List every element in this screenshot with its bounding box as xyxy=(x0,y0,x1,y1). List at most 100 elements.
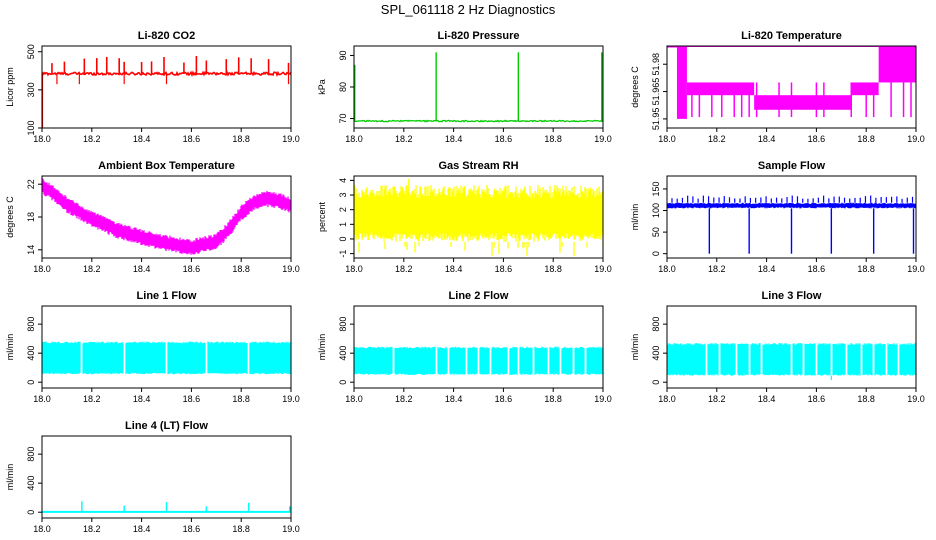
x-tick-label: 18.4 xyxy=(758,264,776,274)
plot-frame xyxy=(353,45,604,129)
x-tick-label: 18.6 xyxy=(183,134,201,144)
chart-li-820-temperature: Li-820 Temperature degrees C 18.0 18.2 18.4 1… xyxy=(630,30,925,144)
y-tick-label: 100 xyxy=(26,120,36,135)
x-tick-label: 18.8 xyxy=(857,134,875,144)
chart-li-820-co2: Li-820 CO2 Licor ppm 18.0 18.2 18.4 18.6 18.8 1… xyxy=(5,30,300,144)
y-tick-label: 22 xyxy=(26,179,36,189)
y-tick-label: 800 xyxy=(26,447,36,462)
x-tick-label: 18.8 xyxy=(232,264,250,274)
chart-title: Li-820 Pressure xyxy=(438,30,520,42)
x-tick-label: 18.4 xyxy=(445,394,463,404)
y-axis-label: ml/min xyxy=(5,334,15,361)
y-tick-label: 0 xyxy=(26,510,36,515)
data-layer xyxy=(42,341,291,375)
series-sample-flow xyxy=(667,202,916,209)
series-co2 xyxy=(42,70,291,78)
y-tick-label: 400 xyxy=(651,346,661,361)
series-ambient xyxy=(42,178,291,255)
x-tick-label: 19.0 xyxy=(907,134,925,144)
x-tick-label: 18.4 xyxy=(133,524,151,534)
x-tick-label: 18.4 xyxy=(445,134,463,144)
x-tick-label: 18.2 xyxy=(395,264,413,274)
x-tick-label: 18.6 xyxy=(183,394,201,404)
chart-sample-flow: Sample Flow ml/min 18.0 18.2 18.4 18.6 18.8 19.… xyxy=(630,160,925,274)
x-tick-label: 18.8 xyxy=(232,394,250,404)
x-tick-label: 18.8 xyxy=(544,134,562,144)
x-tick-label: 18.6 xyxy=(495,264,513,274)
x-tick-label: 18.2 xyxy=(83,134,101,144)
series-pressure xyxy=(354,119,603,123)
chart-title: Line 1 Flow xyxy=(137,290,197,302)
y-tick-label: 51.98 xyxy=(651,53,661,76)
y-axis-label: degrees C xyxy=(5,196,15,238)
x-tick-label: 18.2 xyxy=(395,394,413,404)
x-tick-label: 18.2 xyxy=(708,394,726,404)
y-tick-label: 500 xyxy=(26,44,36,59)
plot-frame xyxy=(666,175,917,259)
y-axis-label: ml/min xyxy=(630,334,640,361)
y-tick-label: 90 xyxy=(338,50,348,60)
page-title: SPL_061118 2 Hz Diagnostics xyxy=(380,2,556,17)
y-tick-label: 400 xyxy=(26,476,36,491)
series-temperature-segment xyxy=(851,82,879,96)
data-layer xyxy=(354,178,603,257)
y-tick-label: 51.965 xyxy=(651,78,661,106)
x-tick-label: 18.4 xyxy=(133,134,151,144)
y-tick-label: 1 xyxy=(338,222,348,227)
x-tick-label: 19.0 xyxy=(907,394,925,404)
x-tick-label: 18.8 xyxy=(544,264,562,274)
data-layer xyxy=(42,178,291,255)
x-tick-label: 19.0 xyxy=(594,134,612,144)
x-tick-label: 18.6 xyxy=(495,134,513,144)
x-tick-label: 18.0 xyxy=(345,134,363,144)
x-tick-label: 19.0 xyxy=(594,394,612,404)
x-tick-label: 18.8 xyxy=(857,264,875,274)
chart-title: Sample Flow xyxy=(758,160,826,172)
y-axis-label: Licor ppm xyxy=(5,67,15,107)
y-axis-label: ml/min xyxy=(317,334,327,361)
chart-title: Li-820 Temperature xyxy=(741,30,842,42)
series-line-3 xyxy=(667,343,916,376)
y-axis-label: kPa xyxy=(317,79,327,95)
y-axis-label: ml/min xyxy=(630,204,640,231)
x-tick-label: 18.2 xyxy=(83,524,101,534)
x-tick-label: 18.4 xyxy=(758,394,776,404)
chart-line-4-lt-flow: Line 4 (LT) Flow ml/min 18.0 18.2 18.4 18.6 18… xyxy=(5,420,300,534)
data-layer xyxy=(667,46,916,119)
x-tick-label: 19.0 xyxy=(282,134,300,144)
series-temperature-segment xyxy=(676,46,687,119)
x-tick-label: 19.0 xyxy=(282,394,300,404)
x-tick-label: 18.0 xyxy=(658,264,676,274)
chart-line-3-flow: Line 3 Flow ml/min 18.0 18.2 18.4 18.6 18.8 19.… xyxy=(630,290,925,404)
chart-li-820-pressure: Li-820 Pressure kPa 18.0 18.2 18.4 18.6 18.8 19… xyxy=(317,30,612,144)
x-tick-label: 18.0 xyxy=(33,394,51,404)
x-tick-label: 18.8 xyxy=(232,134,250,144)
x-tick-label: 19.0 xyxy=(594,264,612,274)
x-tick-label: 18.2 xyxy=(83,394,101,404)
chart-line-2-flow: Line 2 Flow ml/min 18.0 18.2 18.4 18.6 18.8 19.… xyxy=(317,290,612,404)
y-axis-label: degrees C xyxy=(630,66,640,108)
y-tick-label: 400 xyxy=(26,346,36,361)
y-tick-label: 70 xyxy=(338,114,348,124)
y-tick-label: 0 xyxy=(26,380,36,385)
x-tick-label: 18.4 xyxy=(133,394,151,404)
y-tick-label: 14 xyxy=(26,245,36,255)
data-layer xyxy=(354,346,603,375)
x-tick-label: 18.8 xyxy=(544,394,562,404)
x-tick-label: 18.6 xyxy=(808,394,826,404)
y-tick-label: 18 xyxy=(26,212,36,222)
y-axis-label: ml/min xyxy=(5,464,15,491)
y-tick-label: 300 xyxy=(26,82,36,97)
series-line-2 xyxy=(354,346,603,375)
data-layer xyxy=(354,52,603,123)
chart-title: Gas Stream RH xyxy=(438,160,518,172)
y-tick-label: 150 xyxy=(651,181,661,196)
chart-title: Li-820 CO2 xyxy=(138,30,195,42)
y-tick-label: 800 xyxy=(338,317,348,332)
data-layer xyxy=(667,343,916,381)
y-tick-label: 800 xyxy=(651,317,661,332)
y-tick-label: 80 xyxy=(338,82,348,92)
y-tick-label: 50 xyxy=(651,227,661,237)
plot-frame xyxy=(41,45,292,129)
